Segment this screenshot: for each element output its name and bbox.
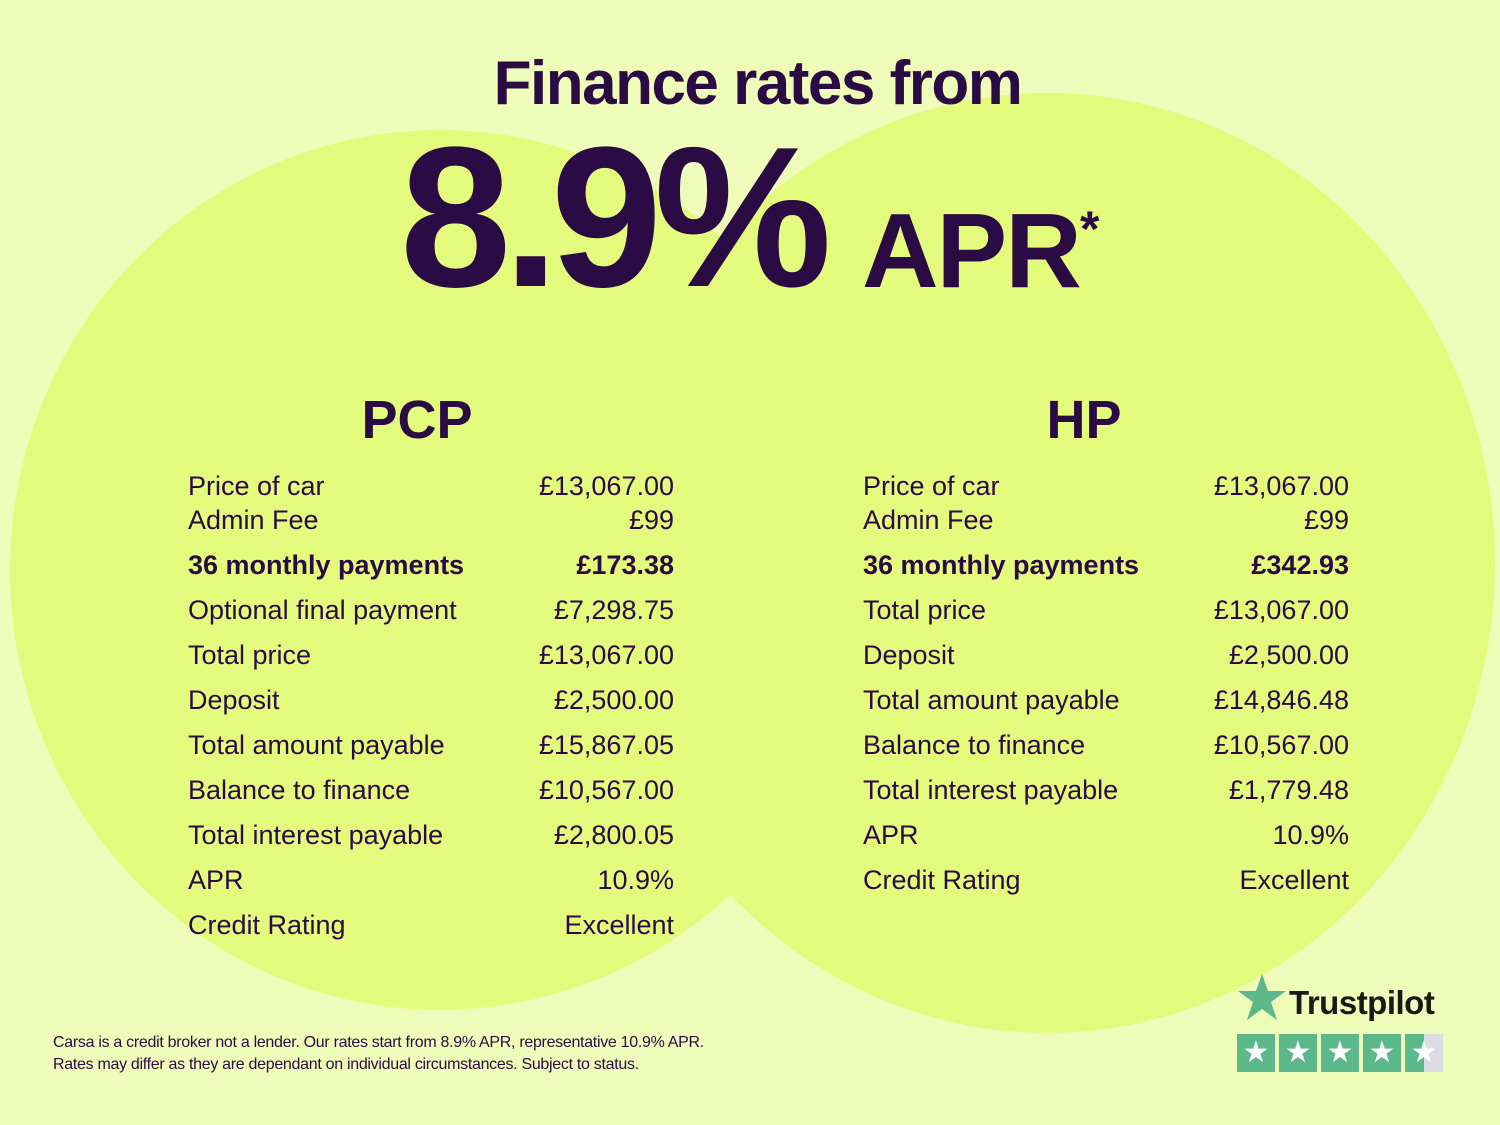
row-value: £2,800.05 [553, 820, 674, 850]
row-label: Total price [863, 595, 987, 625]
row-value: £2,500.00 [553, 685, 674, 715]
row-label: Balance to finance [863, 730, 1086, 760]
table-row: Price of car £13,067.00 [188, 471, 674, 505]
rating-star-icon: ★ [1405, 1034, 1443, 1072]
row-label: Total interest payable [188, 820, 444, 850]
row-value: £99 [1303, 505, 1349, 535]
row-value: £173.38 [576, 550, 674, 580]
row-label: Credit Rating [188, 910, 346, 940]
row-label: Admin Fee [863, 505, 994, 535]
row-value: £7,298.75 [553, 595, 674, 625]
row-value: £13,067.00 [538, 640, 674, 670]
headline-apr: APR [862, 192, 1082, 310]
row-label: Deposit [863, 640, 955, 670]
row-value: £10,567.00 [1213, 730, 1349, 760]
row-label: Total interest payable [863, 775, 1119, 805]
table-row: Balance to finance £10,567.00 [188, 775, 674, 820]
row-value: Excellent [564, 910, 674, 940]
table-row: Total interest payable £1,779.48 [863, 775, 1349, 820]
table-row: Credit Rating Excellent [188, 910, 674, 955]
row-label: APR [188, 865, 244, 895]
trustpilot-star-icon [1238, 974, 1286, 1020]
table-row: Balance to finance £10,567.00 [863, 730, 1349, 775]
headline-asterisk: * [1080, 201, 1100, 257]
table-row: 36 monthly payments £173.38 [188, 550, 674, 595]
row-value: £342.93 [1251, 550, 1349, 580]
pcp-heading: PCP [361, 390, 473, 450]
row-label: Admin Fee [188, 505, 319, 535]
rating-star-icon: ★ [1363, 1034, 1401, 1072]
row-value: £13,067.00 [1213, 471, 1349, 501]
row-value: £10,567.00 [538, 775, 674, 805]
row-value: £13,067.00 [538, 471, 674, 501]
row-value: £14,846.48 [1213, 685, 1349, 715]
row-label: Total amount payable [863, 685, 1120, 715]
table-row: Admin Fee £99 [863, 505, 1349, 550]
table-row: Total interest payable £2,800.05 [188, 820, 674, 865]
headline-rate: 8.9% [400, 106, 832, 329]
right-circle-decoration [600, 93, 1495, 1033]
pcp-table: PCP Price of car £13,067.00 Admin Fee £99 36… [188, 393, 674, 955]
table-row: Deposit £2,500.00 [188, 685, 674, 730]
row-value: £2,500.00 [1228, 640, 1349, 670]
rating-star-icon: ★ [1279, 1034, 1317, 1072]
row-label: Total price [188, 640, 312, 670]
table-row: 36 monthly payments £342.93 [863, 550, 1349, 595]
table-row: APR 10.9% [863, 820, 1349, 865]
trustpilot-rating: ★ ★ ★ ★ ★ [1237, 1034, 1443, 1072]
hp-heading: HP [1046, 390, 1122, 450]
table-row: Price of car £13,067.00 [863, 471, 1349, 505]
row-label: Deposit [188, 685, 280, 715]
disclaimer: Carsa is a credit broker not a lender. O… [53, 1032, 704, 1076]
row-label: 36 monthly payments [863, 550, 1140, 580]
disclaimer-line-1: Carsa is a credit broker not a lender. O… [53, 1034, 704, 1051]
table-row: Deposit £2,500.00 [863, 640, 1349, 685]
row-value: £1,779.48 [1228, 775, 1349, 805]
row-label: Optional final payment [188, 595, 457, 625]
rating-star-icon: ★ [1321, 1034, 1359, 1072]
row-label: Total amount payable [188, 730, 445, 760]
trustpilot-logo-text: Trustpilot [1289, 984, 1435, 1021]
disclaimer-line-2: Rates may differ as they are dependant o… [53, 1056, 639, 1073]
table-row: APR 10.9% [188, 865, 674, 910]
row-value: £99 [628, 505, 674, 535]
table-row: Total amount payable £14,846.48 [863, 685, 1349, 730]
row-label: Price of car [863, 471, 1000, 501]
row-value: £13,067.00 [1213, 595, 1349, 625]
row-value: 10.9% [597, 865, 674, 895]
table-row: Optional final payment £7,298.75 [188, 595, 674, 640]
row-value: £15,867.05 [538, 730, 674, 760]
row-value: 10.9% [1272, 820, 1349, 850]
table-row: Admin Fee £99 [188, 505, 674, 550]
rating-star-icon: ★ [1237, 1034, 1275, 1072]
table-row: Total amount payable £15,867.05 [188, 730, 674, 775]
row-label: 36 monthly payments [188, 550, 465, 580]
table-row: Total price £13,067.00 [188, 640, 674, 685]
row-label: Credit Rating [863, 865, 1021, 895]
hp-table: HP Price of car £13,067.00 Admin Fee £99 36 … [863, 393, 1349, 910]
headline-title: Finance rates from [493, 49, 1023, 118]
table-row: Credit Rating Excellent [863, 865, 1349, 910]
row-label: Balance to finance [188, 775, 411, 805]
row-label: Price of car [188, 471, 325, 501]
row-label: APR [863, 820, 919, 850]
row-value: Excellent [1239, 865, 1349, 895]
table-row: Total price £13,067.00 [863, 595, 1349, 640]
